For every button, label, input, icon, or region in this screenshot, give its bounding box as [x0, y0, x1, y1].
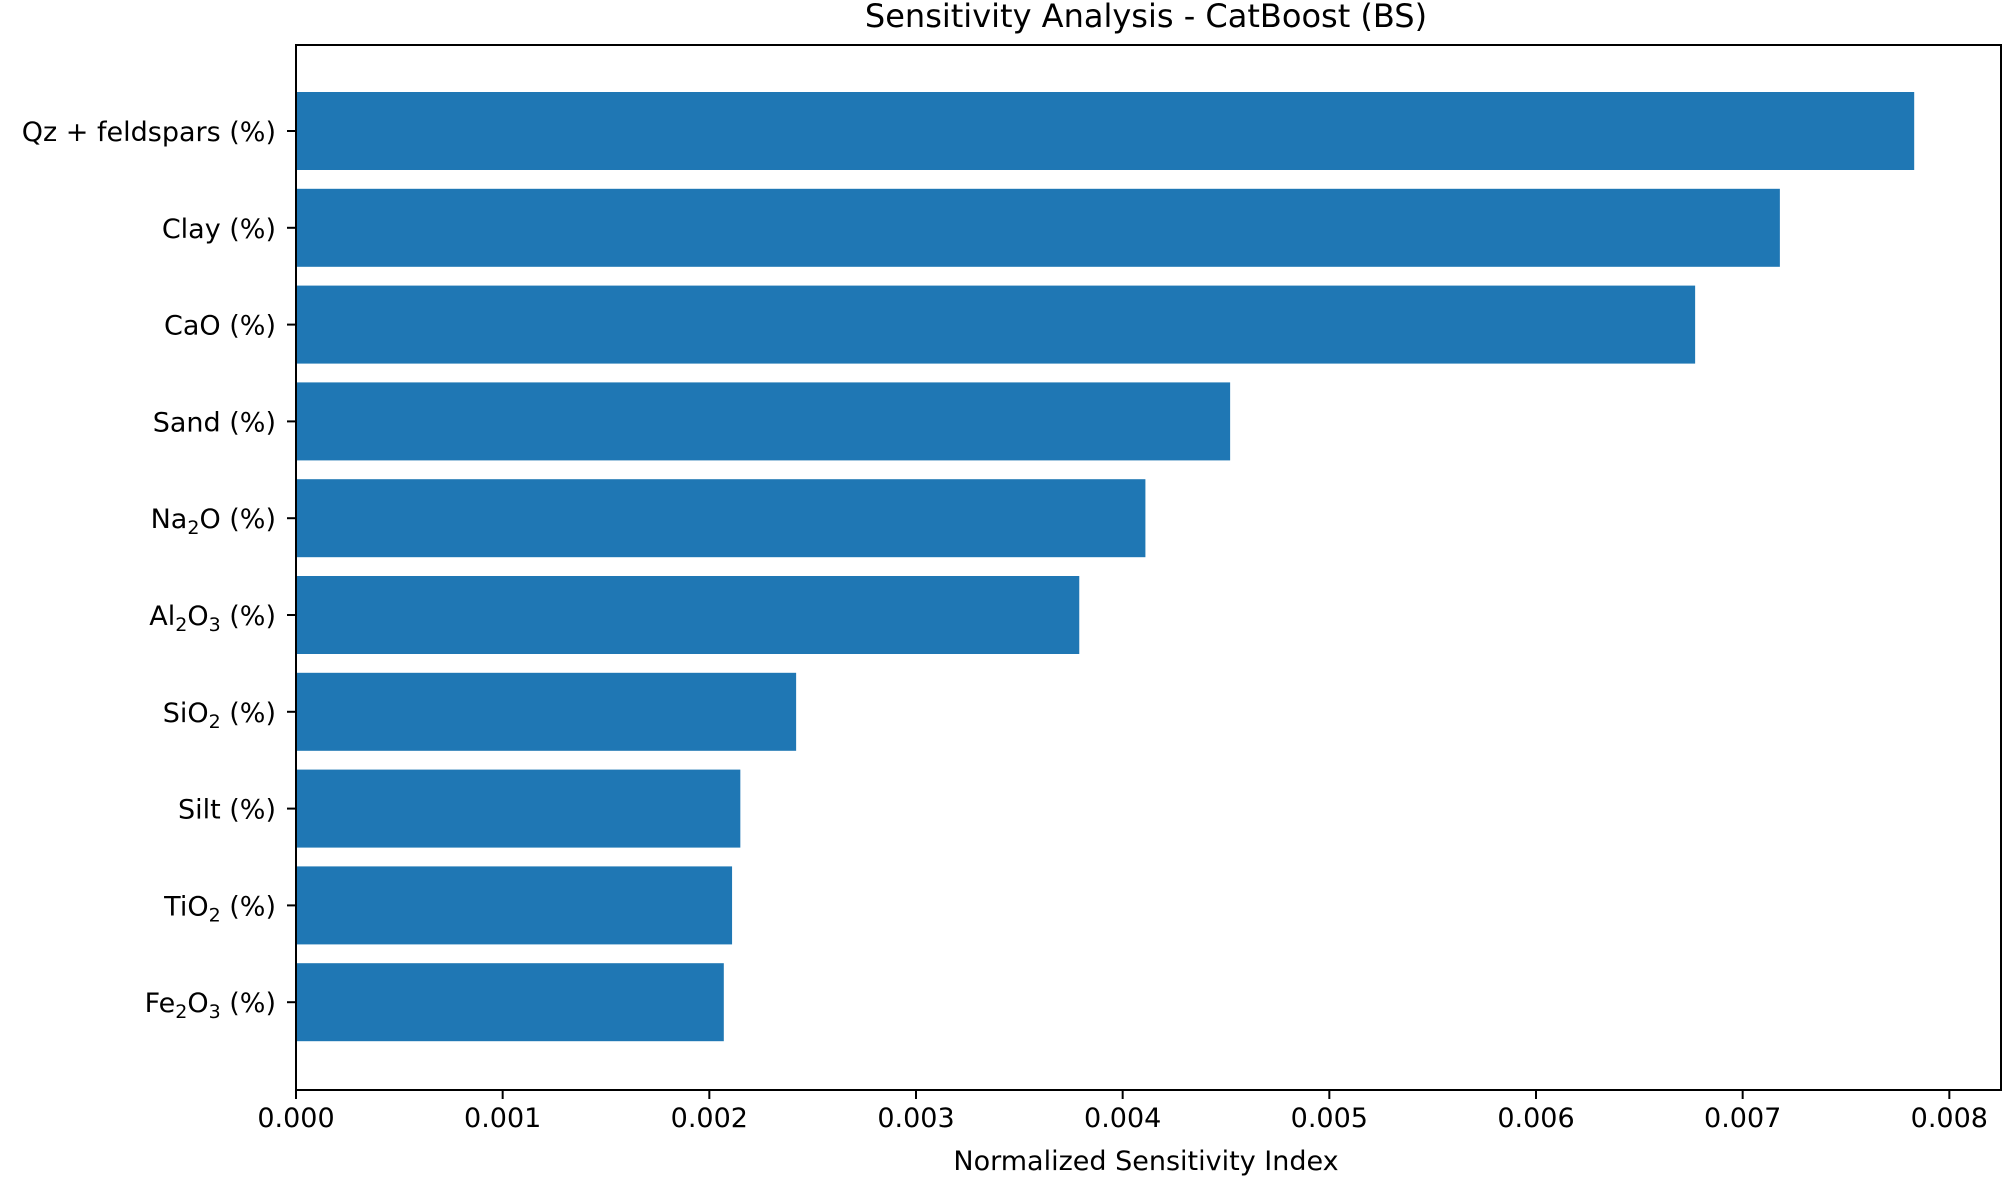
x-axis-label: Normalized Sensitivity Index — [953, 1146, 1338, 1177]
x-tick-label: 0.003 — [877, 1103, 954, 1134]
bar — [296, 92, 1915, 170]
y-tick-label: SiO2 (%) — [163, 698, 276, 733]
x-tick-label: 0.005 — [1291, 1103, 1368, 1134]
x-tick-label: 0.000 — [257, 1103, 334, 1134]
plot-frame — [295, 44, 2002, 1091]
x-tick-label: 0.007 — [1704, 1103, 1781, 1134]
y-axis-ticks: Qz + feldspars (%) Clay (%) CaO (%) Sand (%… — [22, 117, 296, 1023]
bar — [296, 285, 1696, 364]
x-tick-label: 0.008 — [1911, 1103, 1988, 1134]
y-tick-label: Qz + feldspars (%) — [22, 117, 276, 148]
y-tick-label: TiO2 (%) — [163, 891, 276, 926]
bar — [296, 576, 1080, 654]
y-tick-label: CaO (%) — [164, 311, 276, 342]
x-tick-label: 0.001 — [464, 1103, 541, 1134]
bar — [296, 382, 1231, 461]
bar — [296, 866, 733, 945]
y-tick-label: Clay (%) — [162, 214, 276, 245]
bars-layer — [296, 92, 1915, 1042]
chart-title: Sensitivity Analysis - CatBoost (BS) — [865, 0, 1427, 35]
y-tick-label: Silt (%) — [178, 795, 276, 826]
y-tick-label: Sand (%) — [153, 407, 276, 438]
bar — [296, 672, 797, 751]
x-tick-label: 0.002 — [671, 1103, 748, 1134]
x-tick-label: 0.006 — [1497, 1103, 1574, 1134]
bar — [296, 479, 1146, 558]
x-tick-label: 0.004 — [1084, 1103, 1161, 1134]
x-axis-ticks: 0.000 0.001 0.002 0.003 0.004 0.005 0.006 0.007… — [257, 1090, 1988, 1134]
y-tick-label: Al2O3 (%) — [149, 601, 276, 636]
y-tick-label: Na2O (%) — [151, 504, 276, 539]
bar — [296, 188, 1780, 267]
bar — [296, 769, 741, 848]
y-tick-label: Fe2O3 (%) — [145, 988, 276, 1023]
bar — [296, 963, 724, 1042]
